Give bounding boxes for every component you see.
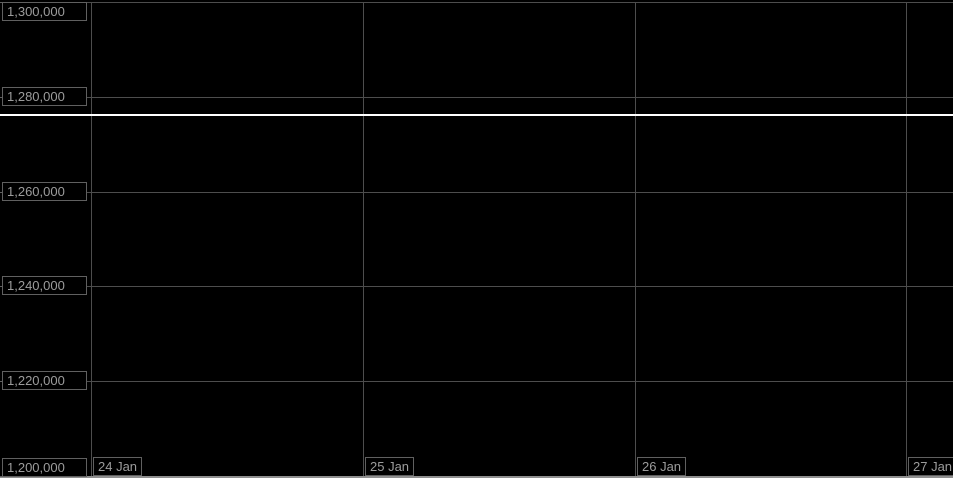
x-axis-label: 25 Jan: [365, 457, 415, 476]
y-axis-label: 1,260,000: [2, 182, 87, 201]
horizontal-gridline: [0, 2, 953, 3]
vertical-gridline: [635, 2, 636, 476]
x-axis-label: 24 Jan: [93, 457, 143, 476]
y-axis-label: 1,200,000: [2, 458, 87, 477]
y-axis-tick-mark: [0, 2, 3, 3]
y-axis-label: 1,240,000: [2, 276, 87, 295]
horizontal-gridline: [0, 192, 953, 193]
vertical-gridline: [363, 2, 364, 476]
y-axis-tick-mark: [0, 286, 3, 287]
y-axis-label: 1,280,000: [2, 87, 87, 106]
x-axis-label: 26 Jan: [637, 457, 687, 476]
y-axis-label: 1,220,000: [2, 371, 87, 390]
horizontal-gridline: [0, 97, 953, 98]
horizontal-gridline: [0, 381, 953, 382]
y-axis-label: 1,300,000: [2, 2, 87, 21]
y-axis-tick-mark: [0, 381, 3, 382]
vertical-gridline: [906, 2, 907, 476]
y-axis-tick-mark: [0, 192, 3, 193]
x-axis-line: [0, 476, 953, 478]
x-axis-label: 27 Jan: [908, 457, 953, 476]
y-axis-tick-mark: [0, 476, 3, 477]
vertical-gridline: [91, 2, 92, 476]
horizontal-gridline: [0, 286, 953, 287]
y-axis-tick-mark: [0, 97, 3, 98]
last-price-line: [0, 114, 953, 116]
